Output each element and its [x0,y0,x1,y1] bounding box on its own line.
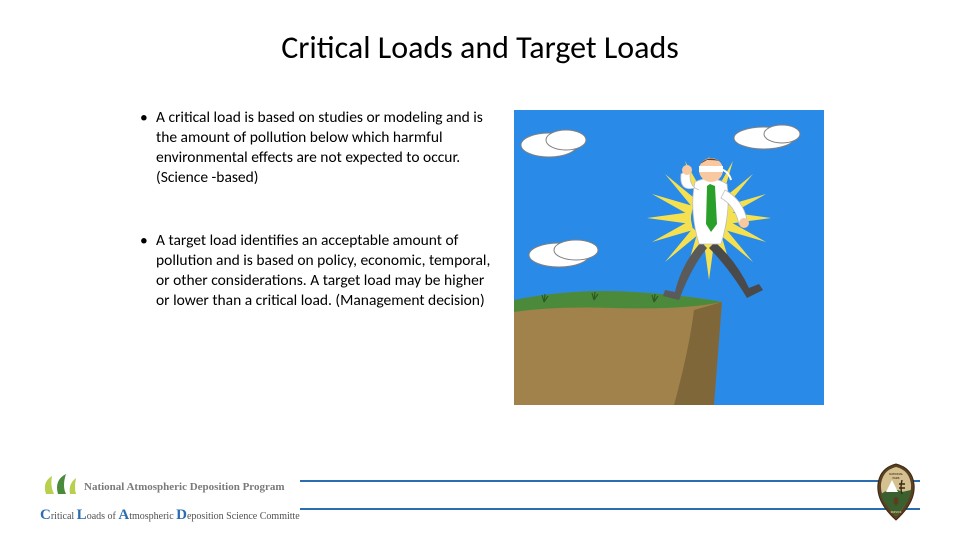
bullet-list: A critical load is based on studies or m… [140,108,495,353]
svg-text:SERVICE: SERVICE [891,510,902,514]
footer-divider [300,480,920,482]
nps-arrowhead-icon: NATIONAL PARK SERVICE [872,462,920,522]
slide-footer: National Atmospheric Deposition Program … [0,462,960,540]
footer-divider [300,508,920,510]
nadp-text: National Atmospheric Deposition Program [84,481,285,493]
svg-text:Critical Loads of: Critical Loads of Atmospheric Deposition… [40,507,300,523]
bullet-item: A critical load is based on studies or m… [140,108,495,189]
slide: Critical Loads and Target Loads A critic… [0,0,960,540]
cliff-illustration [514,110,824,405]
nadp-logo: National Atmospheric Deposition Program [40,468,290,504]
bullet-item: A target load identifies an acceptable a… [140,231,495,312]
svg-text:PARK: PARK [893,476,900,480]
clad-logo: Critical Loads of Atmospheric Deposition… [40,504,300,526]
slide-title: Critical Loads and Target Loads [0,28,960,67]
